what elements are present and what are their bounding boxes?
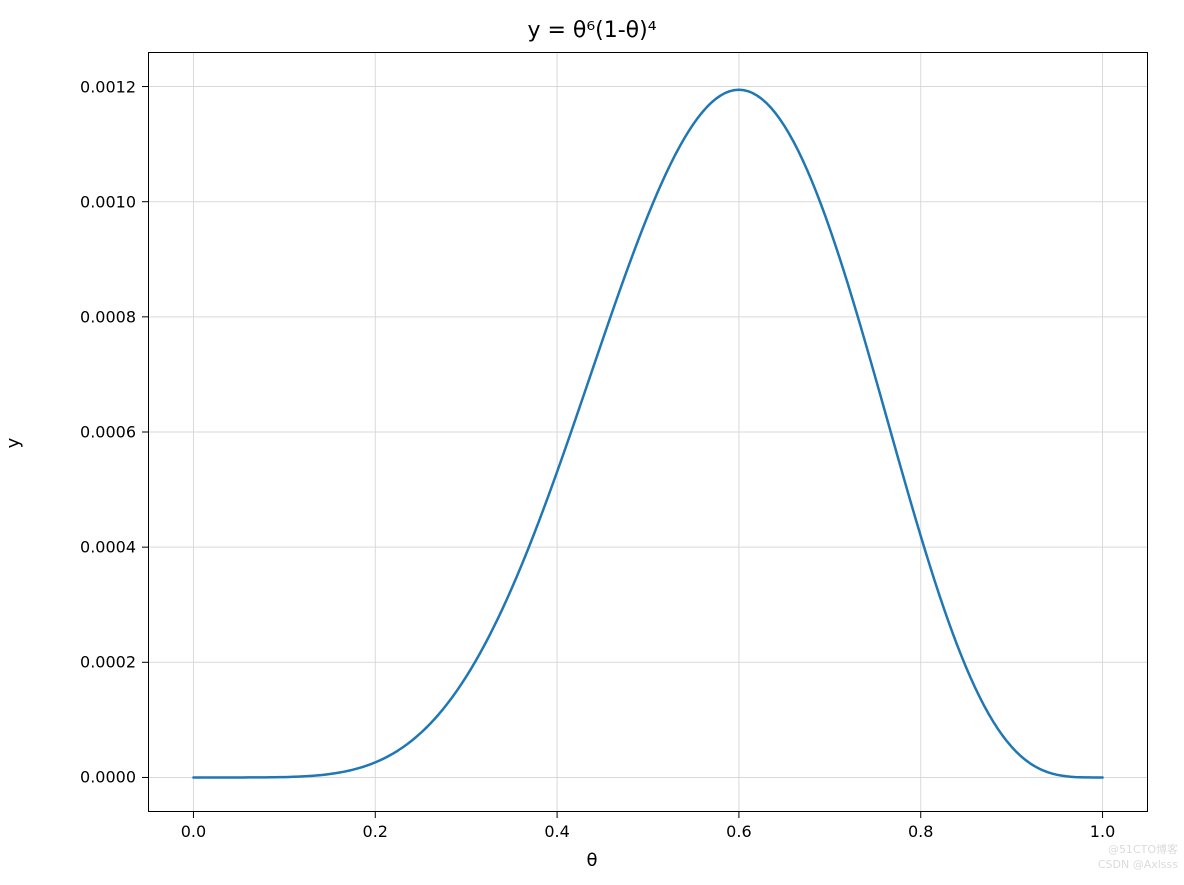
- y-tick-label: 0.0002: [80, 653, 136, 672]
- y-tick-label: 0.0010: [80, 192, 136, 211]
- y-tick-label: 0.0006: [80, 423, 136, 442]
- figure: y = θ⁶(1-θ)⁴ y 0.0 0.2 0.4 0.6 0.8 1.0 0.0000…: [0, 0, 1184, 885]
- x-tick-label: 0.4: [544, 822, 569, 841]
- plot-svg: [148, 52, 1148, 812]
- watermark-bottom: CSDN @Axlsss: [1098, 858, 1178, 871]
- y-tick-label: 0.0008: [80, 307, 136, 326]
- x-tick-label: 0.8: [908, 822, 933, 841]
- y-tick-label: 0.0012: [80, 77, 136, 96]
- x-axis-label: θ: [0, 850, 1184, 871]
- y-tick-label: 0.0004: [80, 538, 136, 557]
- x-tick-label: 0.6: [726, 822, 751, 841]
- x-tick-label: 0.0: [181, 822, 206, 841]
- watermark-right: @51CTO博客: [1108, 841, 1178, 857]
- y-axis-label: y: [3, 437, 24, 448]
- chart-title: y = θ⁶(1-θ)⁴: [0, 18, 1184, 43]
- plot-area: [148, 52, 1148, 812]
- x-tick-label: 1.0: [1090, 822, 1115, 841]
- y-tick-label: 0.0000: [80, 768, 136, 787]
- x-tick-label: 0.2: [363, 822, 388, 841]
